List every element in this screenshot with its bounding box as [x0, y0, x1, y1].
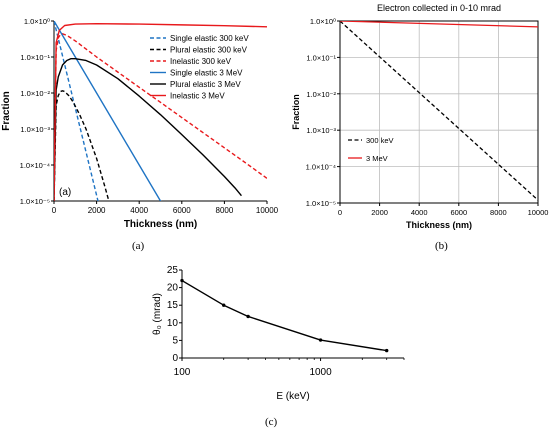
legend-label: Plural elastic 3 MeV	[170, 80, 241, 89]
y-tick-label: 1.0×10⁻⁴	[20, 161, 50, 170]
x-axis-label: Thickness (nm)	[406, 220, 472, 230]
legend-label: 300 keV	[366, 136, 394, 145]
y-tick-label: 15	[167, 300, 179, 311]
x-axis-label: Thickness (nm)	[124, 219, 197, 230]
series-line-plural-elastic-3-mev	[54, 57, 242, 201]
x-tick-label: 2000	[88, 206, 106, 215]
y-tick-label: 1.0×10⁻²	[20, 89, 50, 98]
data-point	[246, 314, 250, 319]
caption-a: (a)	[132, 240, 145, 252]
y-axis-label: Fraction	[291, 94, 301, 130]
y-tick-label: 1.0×10⁻⁵	[306, 199, 336, 208]
x-tick-label: 6000	[173, 206, 191, 215]
y-tick-label: 0	[172, 353, 178, 364]
series-line-inelastic-3-mev	[54, 23, 267, 201]
legend-label: Single elastic 3 MeV	[170, 69, 243, 78]
x-tick-label: 4000	[130, 206, 148, 215]
series-line-300-kev	[340, 21, 538, 201]
x-tick-label: 4000	[411, 208, 428, 217]
y-axis-label: θ₀ (mrad)	[152, 293, 163, 335]
y-tick-label: 1.0×10⁻⁵	[20, 197, 50, 206]
y-tick-label: 1.0×10⁰	[24, 17, 50, 26]
series-group	[340, 21, 538, 201]
chart-c: 100 1000 0 5 10 15 20 25 E (keV) θ₀ (mrad)	[118, 262, 418, 412]
y-tick-label: 1.0×10⁻³	[20, 125, 50, 134]
x-tick-label: 100	[174, 367, 191, 378]
series-line-plural-elastic-300-kev	[54, 90, 110, 201]
data-point	[318, 338, 323, 342]
x-tick-label: 10000	[528, 208, 549, 217]
x-tick-label: 0	[338, 208, 342, 217]
x-tick-label: 1000	[309, 367, 332, 378]
y-axis-label: Fraction	[1, 91, 12, 130]
x-axis-label: E (keV)	[276, 391, 309, 402]
legend-label: 3 MeV	[366, 154, 388, 163]
legend-label: Single elastic 300 keV	[170, 34, 249, 43]
chart-c-svg: 100 1000 0 5 10 15 20 25 E (keV) θ₀ (mrad)	[152, 265, 405, 402]
legend-label: Inelastic 3 MeV	[170, 92, 225, 101]
data-point	[222, 303, 226, 307]
x-tick-label: 0	[52, 206, 57, 215]
legend-label: Plural elastic 300 keV	[170, 46, 248, 55]
x-tick-label: 2000	[371, 208, 388, 217]
x-tick-label: 10000	[256, 206, 279, 215]
legend-label: Inelastic 300 keV	[170, 57, 232, 66]
x-tick-label: 6000	[450, 208, 467, 217]
y-tick-label: 1.0×10⁻¹	[20, 53, 50, 62]
series-line-3-mev	[340, 21, 538, 28]
plot-frame	[339, 20, 539, 204]
y-tick-label: 25	[167, 265, 179, 276]
caption-c: (c)	[265, 416, 278, 428]
x-tick-label: 8000	[216, 206, 234, 215]
data-point	[384, 348, 389, 353]
y-tick-label: 1.0×10⁻²	[306, 90, 336, 99]
series-line-data	[182, 279, 387, 352]
chart-b: 0 2000 4000 6000 8000 10000 1.0×10⁰ 1.0×10⁻¹ 1.0…	[286, 0, 550, 258]
chart-a: 0 2000 4000 6000 8000 10000 1.0×10⁰ 1.0×10⁻¹ 1.0…	[0, 0, 285, 258]
series-group	[182, 279, 387, 352]
series-line-single-elastic-3-mev	[54, 21, 162, 201]
series-group	[54, 21, 267, 201]
chart-b-svg: 0 2000 4000 6000 8000 10000 1.0×10⁰ 1.0×10⁻¹ 1.0…	[291, 3, 549, 230]
chart-a-svg: 0 2000 4000 6000 8000 10000 1.0×10⁰ 1.0×10⁻¹ 1.0…	[1, 17, 279, 230]
y-tick-label: 5	[172, 335, 178, 346]
series-line-single-elastic-300-kev	[54, 21, 99, 201]
caption-b: (b)	[435, 240, 448, 252]
y-tick-label: 1.0×10⁻³	[306, 126, 336, 135]
chart-title: Electron collected in 0-10 mrad	[377, 3, 501, 13]
y-tick-label: 10	[167, 318, 179, 329]
y-tick-label: 1.0×10⁻⁴	[306, 163, 336, 172]
y-tick-label: 1.0×10⁻¹	[306, 53, 336, 62]
series-line-inelastic-300-kev	[54, 33, 267, 201]
y-tick-label: 1.0×10⁰	[310, 17, 336, 26]
data-point	[180, 278, 184, 283]
y-tick-label: 20	[167, 283, 179, 294]
x-tick-label: 8000	[490, 208, 507, 217]
inset-label: (a)	[59, 187, 71, 198]
